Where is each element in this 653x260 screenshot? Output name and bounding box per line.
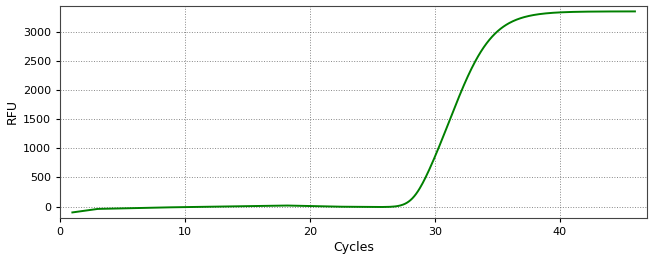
- X-axis label: Cycles: Cycles: [333, 242, 374, 255]
- Y-axis label: RFU: RFU: [6, 99, 18, 124]
